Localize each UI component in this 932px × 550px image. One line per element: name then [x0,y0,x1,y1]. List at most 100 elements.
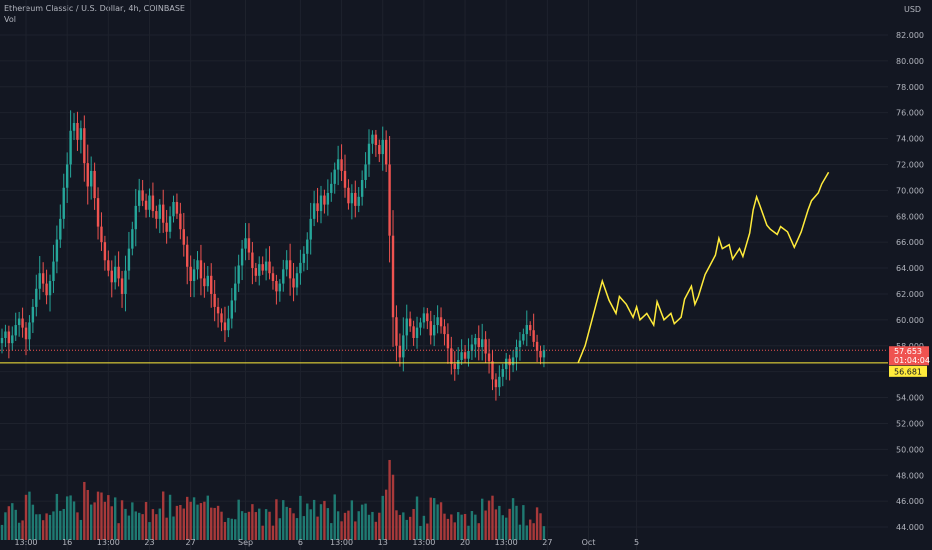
volume-bar [505,517,508,540]
price-tick-label: 48.000 [896,471,924,480]
volume-bar [247,511,251,540]
candle-body [89,170,93,187]
candle-body [443,326,446,335]
volume-bar [539,513,542,540]
candle-body [429,321,432,336]
volume-bar [347,510,350,540]
volume-bar [446,518,450,540]
candle-body [343,170,347,188]
candle-body [79,128,83,140]
candle-body [172,202,175,217]
candle-body [347,187,350,204]
volume-bar [412,509,415,540]
candle-body [539,350,542,358]
time-tick-label: 13:00 [14,538,37,547]
candle-body [371,134,374,144]
volume-bar [28,491,31,540]
volume-bar [103,501,107,540]
candle-body [340,159,343,171]
candle-body [168,216,172,232]
price-tick-label: 44.000 [896,523,924,532]
candle-body [508,358,511,366]
candle-body [213,293,216,307]
volume-bar [24,494,28,540]
volume-bar [460,514,463,540]
candle-body [175,202,179,214]
candle-body [474,337,477,345]
candle-body [477,337,480,348]
candle-body [117,266,120,279]
candle-body [306,239,309,254]
time-tick-label: 6 [298,538,303,547]
candle-body [234,283,237,301]
volume-bar [216,505,220,540]
candle-body [446,334,450,349]
candle-body [196,260,199,270]
candle-body [460,352,463,360]
volume-bar [17,522,21,540]
volume-bar [45,513,48,540]
volume-bar [21,520,24,540]
candle-body [415,327,419,338]
candle-body [264,261,268,271]
candle-body [14,325,17,336]
price-tick-label: 66.000 [896,238,924,247]
candle-body [59,218,62,240]
volume-bar [481,498,484,540]
volume-bar [41,520,45,540]
volume-bar [470,511,474,540]
candle-body [268,261,271,274]
candle-body [505,358,508,370]
candle-body [17,318,21,326]
volume-bar [350,500,354,540]
current-price-tag: 57.653 01:04:04 [889,346,930,366]
price-axis-bg[interactable] [888,0,932,550]
volume-bar [162,491,165,540]
candle-body [113,266,117,283]
candle-body [28,322,31,340]
candle-body [21,318,24,328]
volume-bar [292,513,295,540]
volume-bar [501,515,504,540]
candle-body [354,192,357,206]
volume-bar [155,514,158,540]
volume-bar [384,489,388,540]
volume-bar [278,518,282,540]
volume-bar [138,512,141,540]
volume-bar [422,515,426,540]
volume-bar [131,502,134,540]
volume-bars [0,459,546,540]
candle-body [65,164,69,188]
volume-bar [529,519,532,540]
candle-body [69,130,72,165]
candle-body [251,252,254,269]
volume-bar [522,505,525,540]
candle-body [45,283,48,296]
volume-bar [319,504,323,540]
candle-body [323,195,326,205]
candle-body [367,143,371,165]
volume-bar [158,508,161,540]
price-tick-label: 54.000 [896,394,924,403]
price-tick-label: 70.000 [896,186,924,195]
candle-body [402,335,405,358]
candle-body [7,331,11,344]
candle-body [436,317,439,326]
projection-path[interactable] [577,171,830,363]
volume-bar [237,499,240,540]
candle-body [258,264,261,276]
candle-body [491,361,494,380]
candle-body [182,229,185,245]
volume-bar [378,512,381,540]
volume-bar [196,504,199,540]
volume-bar [213,507,216,540]
candle-body [525,325,528,335]
candle-body [309,218,312,240]
candle-body [275,281,278,292]
candle-body [86,163,89,187]
volume-bar [443,513,446,540]
candle-body [210,275,213,294]
candle-body [405,318,408,336]
volume-bar [316,516,319,540]
